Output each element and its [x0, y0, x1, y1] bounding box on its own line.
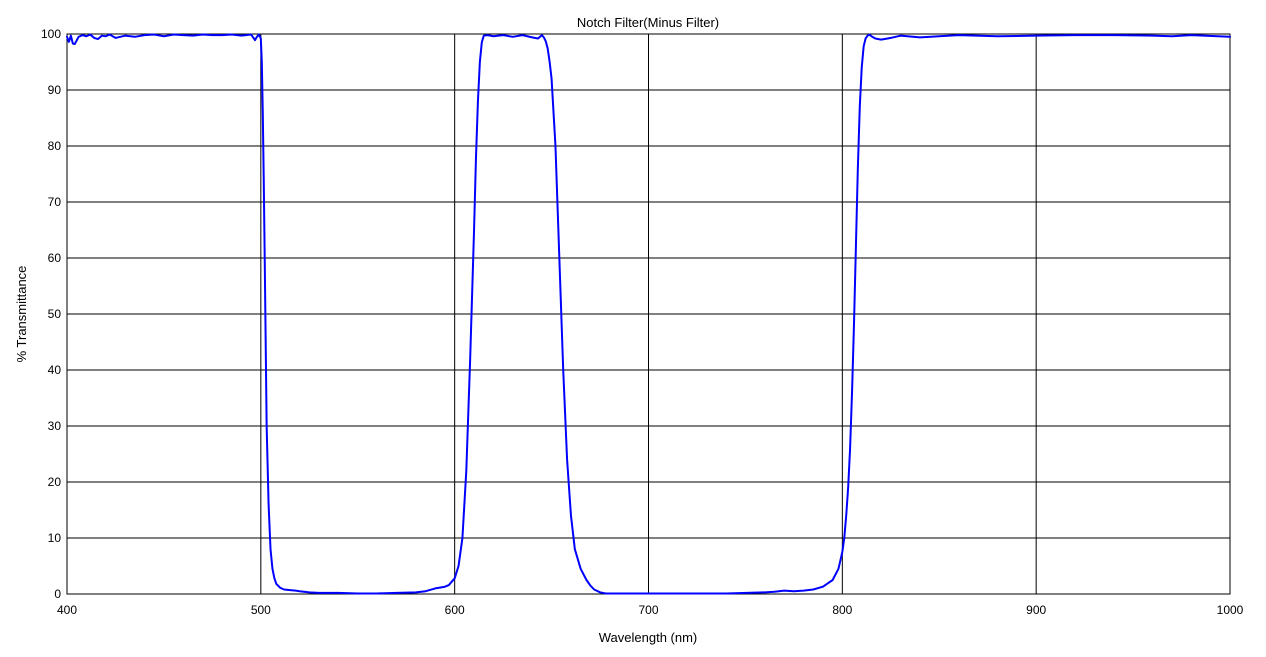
y-tick-label-60: 60: [48, 251, 62, 265]
x-tick-label-600: 600: [445, 603, 465, 617]
chart-title: Notch Filter(Minus Filter): [577, 15, 719, 30]
x-axis-label: Wavelength (nm): [599, 630, 698, 645]
series-line-0: [66, 33, 1231, 595]
y-tick-label-20: 20: [48, 475, 62, 489]
y-tick-label-70: 70: [48, 195, 62, 209]
x-tick-label-400: 400: [57, 603, 77, 617]
x-tick-label-900: 900: [1026, 603, 1046, 617]
y-tick-label-80: 80: [48, 139, 62, 153]
x-tick-labels: 400 500 600 700 800 900 1000: [57, 603, 1244, 617]
y-tick-label-50: 50: [48, 307, 62, 321]
x-tick-label-700: 700: [638, 603, 658, 617]
y-tick-label-40: 40: [48, 363, 62, 377]
y-tick-label-90: 90: [48, 83, 62, 97]
y-tick-label-30: 30: [48, 419, 62, 433]
series-layer: [66, 33, 1231, 595]
y-tick-label-10: 10: [48, 531, 62, 545]
x-tick-label-800: 800: [832, 603, 852, 617]
x-tick-label-1000: 1000: [1217, 603, 1244, 617]
y-tick-labels: 0 10 20 30 40 50 60 70 80 90 100: [41, 27, 61, 601]
x-tick-label-500: 500: [251, 603, 271, 617]
y-tick-label-100: 100: [41, 27, 61, 41]
y-tick-label-0: 0: [54, 587, 61, 601]
y-axis-label: % Transmittance: [14, 266, 29, 363]
grid-lines: [66, 33, 1231, 595]
